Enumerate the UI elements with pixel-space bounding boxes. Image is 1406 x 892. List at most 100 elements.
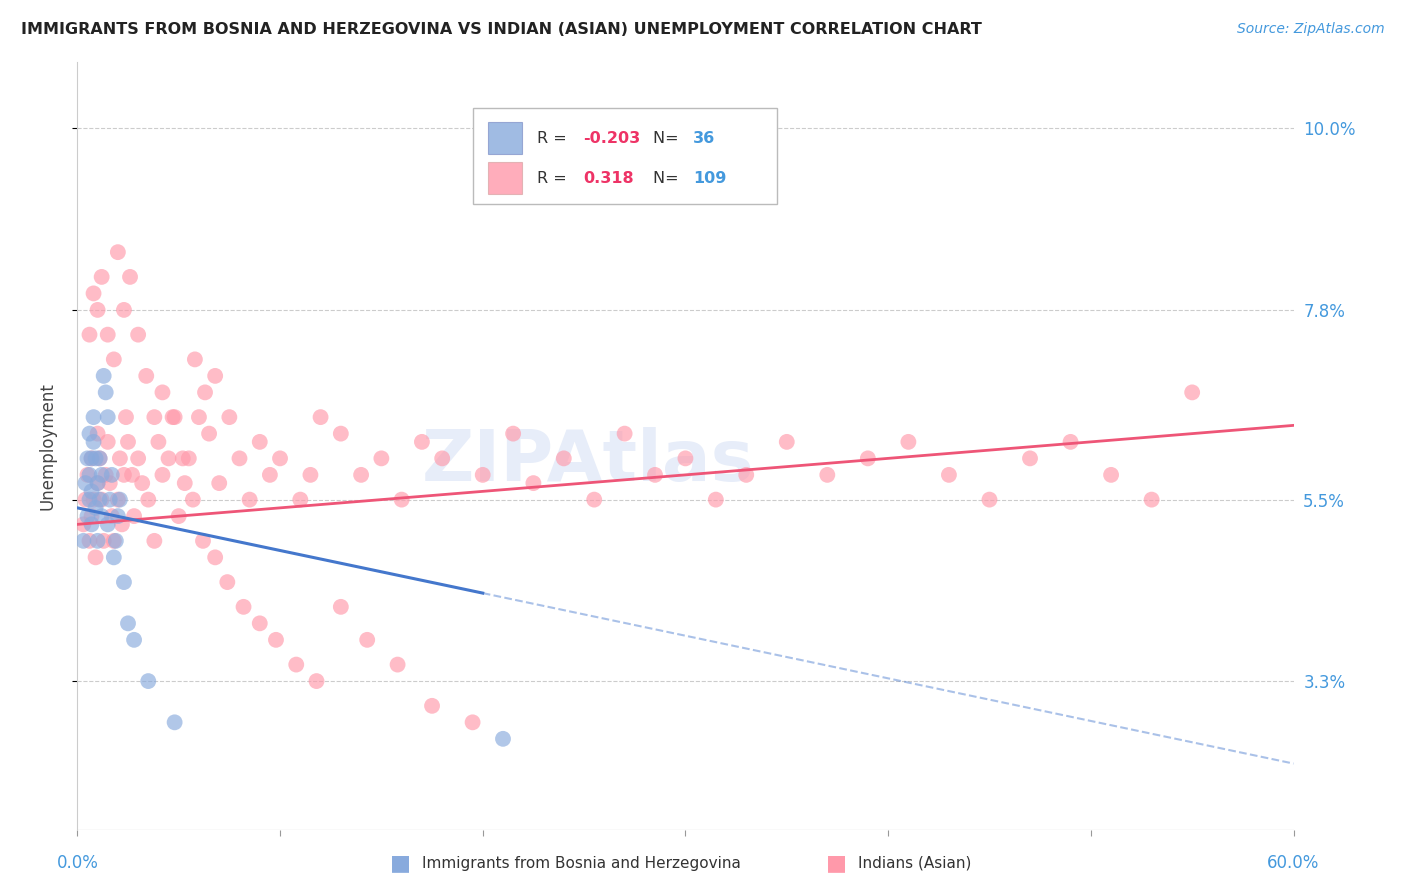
Point bbox=[76, 467, 98, 482]
Point bbox=[163, 715, 186, 730]
Point bbox=[103, 533, 125, 548]
Point bbox=[90, 467, 112, 482]
Point bbox=[83, 434, 105, 449]
Point bbox=[118, 269, 141, 284]
Point bbox=[815, 467, 838, 482]
Point bbox=[86, 476, 108, 491]
Point bbox=[80, 509, 103, 524]
Point bbox=[72, 517, 94, 532]
Point bbox=[98, 492, 121, 507]
Point bbox=[157, 451, 180, 466]
Point bbox=[93, 533, 115, 548]
Point bbox=[391, 492, 413, 507]
Point bbox=[675, 451, 697, 466]
Point bbox=[107, 245, 129, 260]
Point bbox=[177, 451, 200, 466]
FancyBboxPatch shape bbox=[488, 162, 523, 194]
Point bbox=[76, 451, 98, 466]
Text: Immigrants from Bosnia and Herzegovina: Immigrants from Bosnia and Herzegovina bbox=[422, 856, 741, 871]
Point bbox=[938, 467, 960, 482]
Point bbox=[167, 509, 190, 524]
Point bbox=[704, 492, 727, 507]
Point bbox=[94, 385, 117, 400]
Point bbox=[239, 492, 262, 507]
Point bbox=[198, 426, 221, 441]
Point bbox=[101, 509, 124, 524]
Point bbox=[127, 327, 149, 342]
Point bbox=[430, 451, 453, 466]
Text: ■: ■ bbox=[827, 854, 846, 873]
Point bbox=[204, 550, 226, 565]
Point bbox=[420, 698, 443, 713]
Point bbox=[84, 500, 107, 515]
Point bbox=[269, 451, 291, 466]
Point bbox=[127, 451, 149, 466]
Point bbox=[471, 467, 494, 482]
Point bbox=[522, 476, 544, 491]
Text: 109: 109 bbox=[693, 170, 725, 186]
Point bbox=[108, 492, 131, 507]
Point bbox=[86, 533, 108, 548]
Point bbox=[184, 352, 207, 367]
Point bbox=[613, 426, 636, 441]
Point bbox=[299, 467, 322, 482]
Point bbox=[162, 410, 184, 425]
Point bbox=[553, 451, 575, 466]
Point bbox=[103, 550, 125, 565]
Point bbox=[735, 467, 758, 482]
Point bbox=[387, 657, 409, 672]
Point bbox=[856, 451, 879, 466]
Point bbox=[117, 434, 139, 449]
Point bbox=[97, 517, 120, 532]
Point bbox=[329, 599, 352, 614]
Point bbox=[107, 492, 129, 507]
Point bbox=[93, 368, 115, 383]
Point bbox=[188, 410, 211, 425]
Text: 36: 36 bbox=[693, 131, 716, 146]
Point bbox=[979, 492, 1001, 507]
Point bbox=[84, 451, 107, 466]
Text: 0.0%: 0.0% bbox=[56, 855, 98, 872]
Point bbox=[94, 467, 117, 482]
FancyBboxPatch shape bbox=[488, 122, 523, 154]
Point bbox=[583, 492, 606, 507]
Point bbox=[249, 616, 271, 631]
Point bbox=[90, 269, 112, 284]
Point bbox=[79, 533, 101, 548]
Text: 0.318: 0.318 bbox=[583, 170, 634, 186]
Point bbox=[228, 451, 250, 466]
Point bbox=[103, 352, 125, 367]
Point bbox=[122, 509, 145, 524]
Point bbox=[1140, 492, 1163, 507]
Point bbox=[163, 410, 186, 425]
Point bbox=[86, 302, 108, 317]
Point bbox=[84, 550, 107, 565]
Point bbox=[217, 575, 239, 590]
Point bbox=[79, 467, 101, 482]
Point bbox=[172, 451, 194, 466]
Point bbox=[350, 467, 373, 482]
Text: Source: ZipAtlas.com: Source: ZipAtlas.com bbox=[1237, 22, 1385, 37]
Point bbox=[98, 476, 121, 491]
Point bbox=[218, 410, 240, 425]
Point bbox=[131, 476, 153, 491]
Point bbox=[83, 410, 105, 425]
Point bbox=[191, 533, 214, 548]
Point bbox=[1181, 385, 1204, 400]
Point bbox=[115, 410, 138, 425]
Text: -0.203: -0.203 bbox=[583, 131, 641, 146]
Point bbox=[86, 476, 108, 491]
FancyBboxPatch shape bbox=[472, 109, 776, 204]
Point bbox=[411, 434, 433, 449]
Point bbox=[1019, 451, 1042, 466]
Point bbox=[80, 517, 103, 532]
Point bbox=[97, 434, 120, 449]
Point bbox=[204, 368, 226, 383]
Point bbox=[290, 492, 312, 507]
Point bbox=[370, 451, 392, 466]
Point bbox=[80, 484, 103, 499]
Point bbox=[135, 368, 157, 383]
Point bbox=[89, 492, 111, 507]
Text: R =: R = bbox=[537, 131, 572, 146]
Point bbox=[112, 302, 135, 317]
